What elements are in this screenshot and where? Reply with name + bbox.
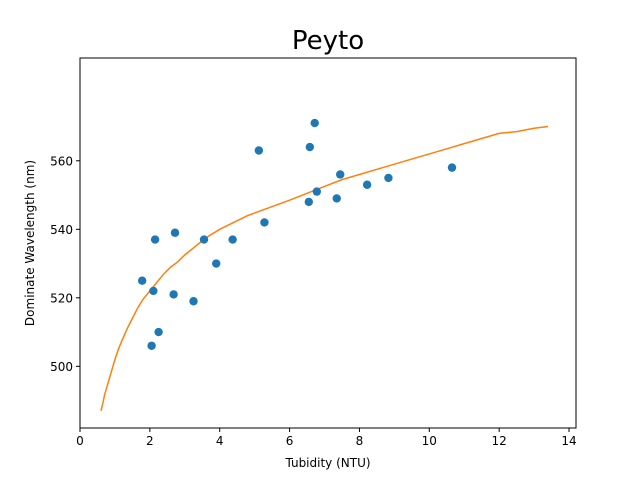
data-point [384, 173, 393, 183]
x-tick-label: 10 [422, 434, 437, 448]
x-tick-label: 8 [356, 434, 364, 448]
ticks: 0 2 4 6 8 10 12 14 500 520 540 560 [50, 154, 577, 448]
data-point [149, 286, 158, 296]
y-tick-label: 560 [50, 154, 73, 168]
y-axis-label: Dominate Wavelength (nm) [23, 160, 37, 326]
data-point [304, 197, 313, 207]
data-point [305, 142, 315, 152]
y-tick-label: 500 [50, 360, 73, 374]
data-point [147, 341, 156, 350]
x-tick-label: 12 [492, 434, 507, 448]
plot-area [100, 118, 549, 412]
axes-frame [79, 57, 577, 429]
chart-title: Peyto [292, 26, 364, 56]
x-tick-label: 4 [216, 434, 224, 448]
data-point [332, 194, 341, 203]
data-point [199, 235, 209, 244]
data-point [154, 327, 163, 337]
data-point [447, 163, 457, 172]
data-point [150, 235, 160, 244]
x-axis-label: Tubidity (NTU) [284, 456, 370, 470]
data-point [254, 146, 264, 155]
x-tick-label: 0 [76, 434, 84, 448]
x-tick-label: 14 [561, 434, 576, 448]
data-point [362, 180, 372, 189]
data-point [310, 118, 319, 128]
data-point [137, 276, 147, 285]
data-point [228, 235, 237, 244]
data-point [169, 290, 178, 299]
data-point [312, 187, 322, 196]
data-point [212, 259, 221, 268]
x-tick-label: 6 [286, 434, 294, 448]
y-tick-label: 520 [50, 291, 73, 305]
data-point [170, 228, 180, 237]
y-tick-label: 540 [50, 223, 73, 237]
x-tick-label: 2 [146, 434, 154, 448]
fit-curve-line [100, 125, 549, 412]
data-point [336, 170, 345, 179]
data-point [260, 218, 269, 227]
data-point [189, 297, 198, 306]
